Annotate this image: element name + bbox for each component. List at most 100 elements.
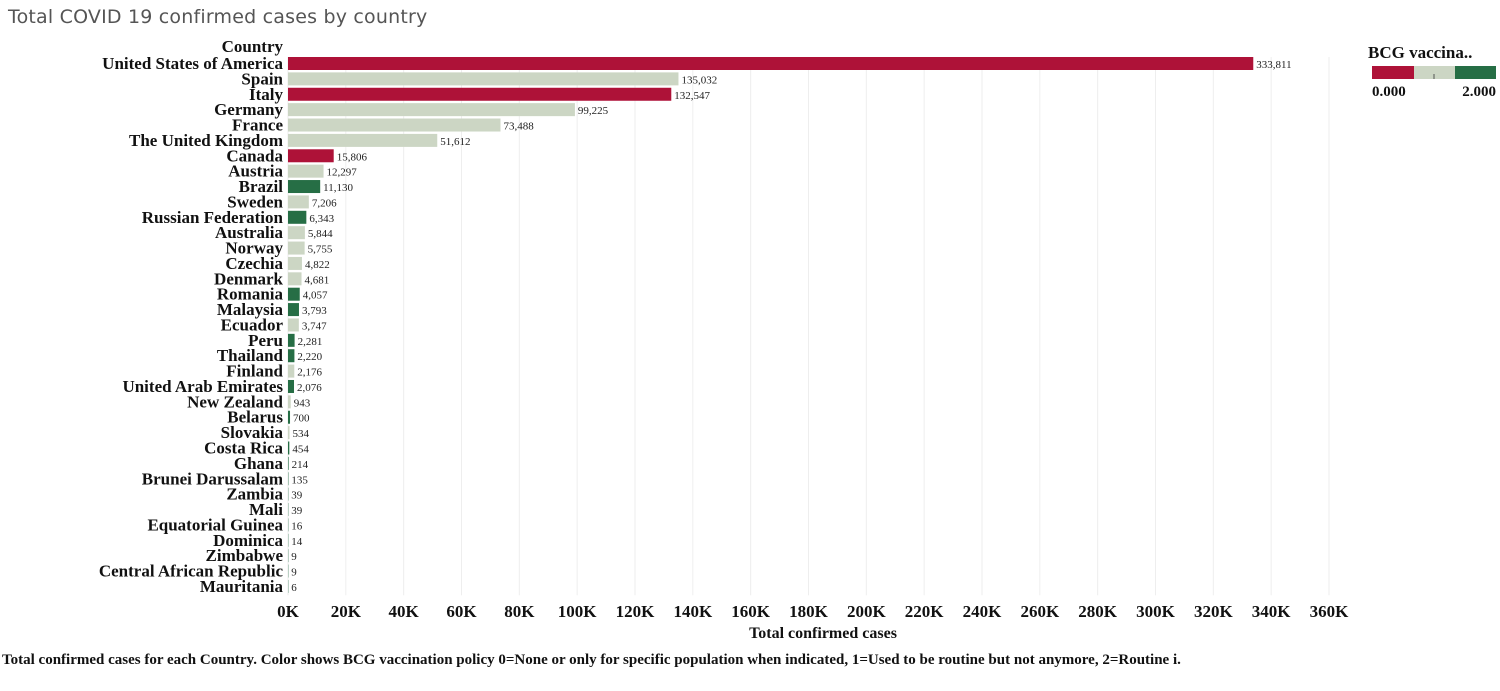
country-label: Spain xyxy=(241,69,283,88)
bar-value-label: 132,547 xyxy=(674,90,710,102)
country-label: Zambia xyxy=(226,485,283,504)
bar-row[interactable]: Brunei Darussalam 135 xyxy=(142,469,309,488)
country-label: Romania xyxy=(217,285,284,304)
bar-value-label: 2,281 xyxy=(298,336,323,348)
bar-row[interactable]: Central African Republic 9 xyxy=(99,562,297,581)
color-legend: BCG vaccina.. 0.000 2.000 xyxy=(1368,43,1496,100)
bar[interactable] xyxy=(288,364,295,378)
bar[interactable] xyxy=(288,210,307,224)
bar[interactable] xyxy=(288,441,290,455)
bar-value-label: 6,343 xyxy=(309,213,334,225)
country-label: France xyxy=(232,116,283,135)
bar-value-label: 73,488 xyxy=(504,121,535,133)
bar-row[interactable]: Zimbabwe 9 xyxy=(206,546,298,565)
bar-row[interactable]: Brazil 11,130 xyxy=(239,177,354,196)
bar-row[interactable]: Dominica 14 xyxy=(213,531,303,550)
bar[interactable] xyxy=(288,149,334,163)
country-label: Costa Rica xyxy=(204,439,283,458)
bar[interactable] xyxy=(288,379,295,393)
bar[interactable] xyxy=(288,349,295,363)
country-label: Dominica xyxy=(213,531,283,550)
bar[interactable] xyxy=(288,241,305,255)
bar[interactable] xyxy=(288,87,672,101)
bar-row[interactable]: Czechia 4,822 xyxy=(225,254,329,273)
bar[interactable] xyxy=(288,180,321,194)
bar-value-label: 39 xyxy=(291,505,303,517)
bar-row[interactable]: New Zealand 943 xyxy=(187,392,311,411)
country-label: Peru xyxy=(248,331,283,350)
bar-row[interactable]: France 73,488 xyxy=(232,116,534,135)
country-label: United States of America xyxy=(102,54,283,73)
bar-row[interactable]: Thailand 2,220 xyxy=(217,346,323,365)
bar[interactable] xyxy=(288,287,300,301)
bar-row[interactable]: Spain 135,032 xyxy=(241,69,717,88)
bar-row[interactable]: Ghana 214 xyxy=(234,454,309,473)
bar-row[interactable]: Sweden 7,206 xyxy=(227,192,337,211)
bar-row[interactable]: Malaysia 3,793 xyxy=(217,300,327,319)
bar[interactable] xyxy=(288,164,324,178)
bar-row[interactable]: Equatorial Guinea 16 xyxy=(147,515,302,534)
bar-row[interactable]: Australia 5,844 xyxy=(215,223,333,242)
x-tick-label: 240K xyxy=(963,602,1003,621)
bar-value-label: 2,076 xyxy=(297,382,322,394)
country-label: Thailand xyxy=(217,346,284,365)
bar-row[interactable]: Canada 15,806 xyxy=(226,146,367,165)
bar-value-label: 3,793 xyxy=(302,305,327,317)
bar-row[interactable]: Ecuador 3,747 xyxy=(221,315,327,334)
bar-value-label: 700 xyxy=(293,413,310,425)
bar-value-label: 2,220 xyxy=(297,351,322,363)
bar-row[interactable]: Romania 4,057 xyxy=(217,285,328,304)
bar-value-label: 333,811 xyxy=(1256,59,1291,71)
bar-row[interactable]: United Arab Emirates 2,076 xyxy=(122,377,322,396)
bar-row[interactable]: Mali 39 xyxy=(249,500,303,519)
bar-row[interactable]: Finland 2,176 xyxy=(226,362,322,381)
bar[interactable] xyxy=(288,303,299,317)
bar-row[interactable]: Costa Rica 454 xyxy=(204,439,309,458)
bar-row[interactable]: The United Kingdom 51,612 xyxy=(129,131,470,150)
country-label: Brazil xyxy=(239,177,284,196)
bar-value-label: 135,032 xyxy=(681,74,717,86)
legend-title: BCG vaccina.. xyxy=(1368,43,1472,62)
bar[interactable] xyxy=(288,226,305,240)
bar[interactable] xyxy=(288,195,309,209)
country-label: Italy xyxy=(249,85,284,104)
bar-value-label: 9 xyxy=(291,567,297,579)
bar-row[interactable]: Belarus 700 xyxy=(227,408,310,427)
bar[interactable] xyxy=(288,318,299,332)
legend-swatch-1 xyxy=(1414,66,1455,79)
bar[interactable] xyxy=(288,256,302,270)
bar[interactable] xyxy=(288,72,679,86)
category-header: Country xyxy=(222,37,284,56)
country-label: The United Kingdom xyxy=(129,131,283,150)
bar[interactable] xyxy=(288,118,501,132)
bar[interactable] xyxy=(288,272,302,286)
bar-row[interactable]: United States of America 333,811 xyxy=(102,54,1291,73)
bar-row[interactable]: Austria 12,297 xyxy=(228,162,357,181)
x-tick-label: 220K xyxy=(905,602,945,621)
bar-row[interactable]: Slovakia 534 xyxy=(221,423,310,442)
x-tick-label: 360K xyxy=(1310,602,1350,621)
country-label: Central African Republic xyxy=(99,562,284,581)
bar[interactable] xyxy=(288,395,291,409)
bar-row[interactable]: Norway 5,755 xyxy=(225,239,333,258)
bar-row[interactable]: Italy 132,547 xyxy=(249,85,711,104)
bar[interactable] xyxy=(288,57,1254,70)
bar-row[interactable]: Russian Federation 6,343 xyxy=(142,208,335,227)
bar[interactable] xyxy=(288,103,575,117)
bar-row[interactable]: Germany 99,225 xyxy=(214,100,609,119)
bar-value-label: 454 xyxy=(292,444,309,456)
bar-row[interactable]: Denmark 4,681 xyxy=(214,269,329,288)
bar-row[interactable]: Peru 2,281 xyxy=(248,331,322,350)
bar-value-label: 6 xyxy=(291,582,297,594)
bar-row[interactable]: Zambia 39 xyxy=(226,485,302,504)
bar[interactable] xyxy=(288,133,438,147)
bar[interactable] xyxy=(288,333,295,347)
bar[interactable] xyxy=(288,426,290,440)
country-label: Austria xyxy=(228,162,283,181)
country-label: Czechia xyxy=(225,254,283,273)
bar[interactable] xyxy=(288,456,289,470)
country-label: Slovakia xyxy=(221,423,284,442)
bar-value-label: 16 xyxy=(291,520,303,532)
bar-row[interactable]: Mauritania 6 xyxy=(200,577,297,596)
bar[interactable] xyxy=(288,410,291,424)
